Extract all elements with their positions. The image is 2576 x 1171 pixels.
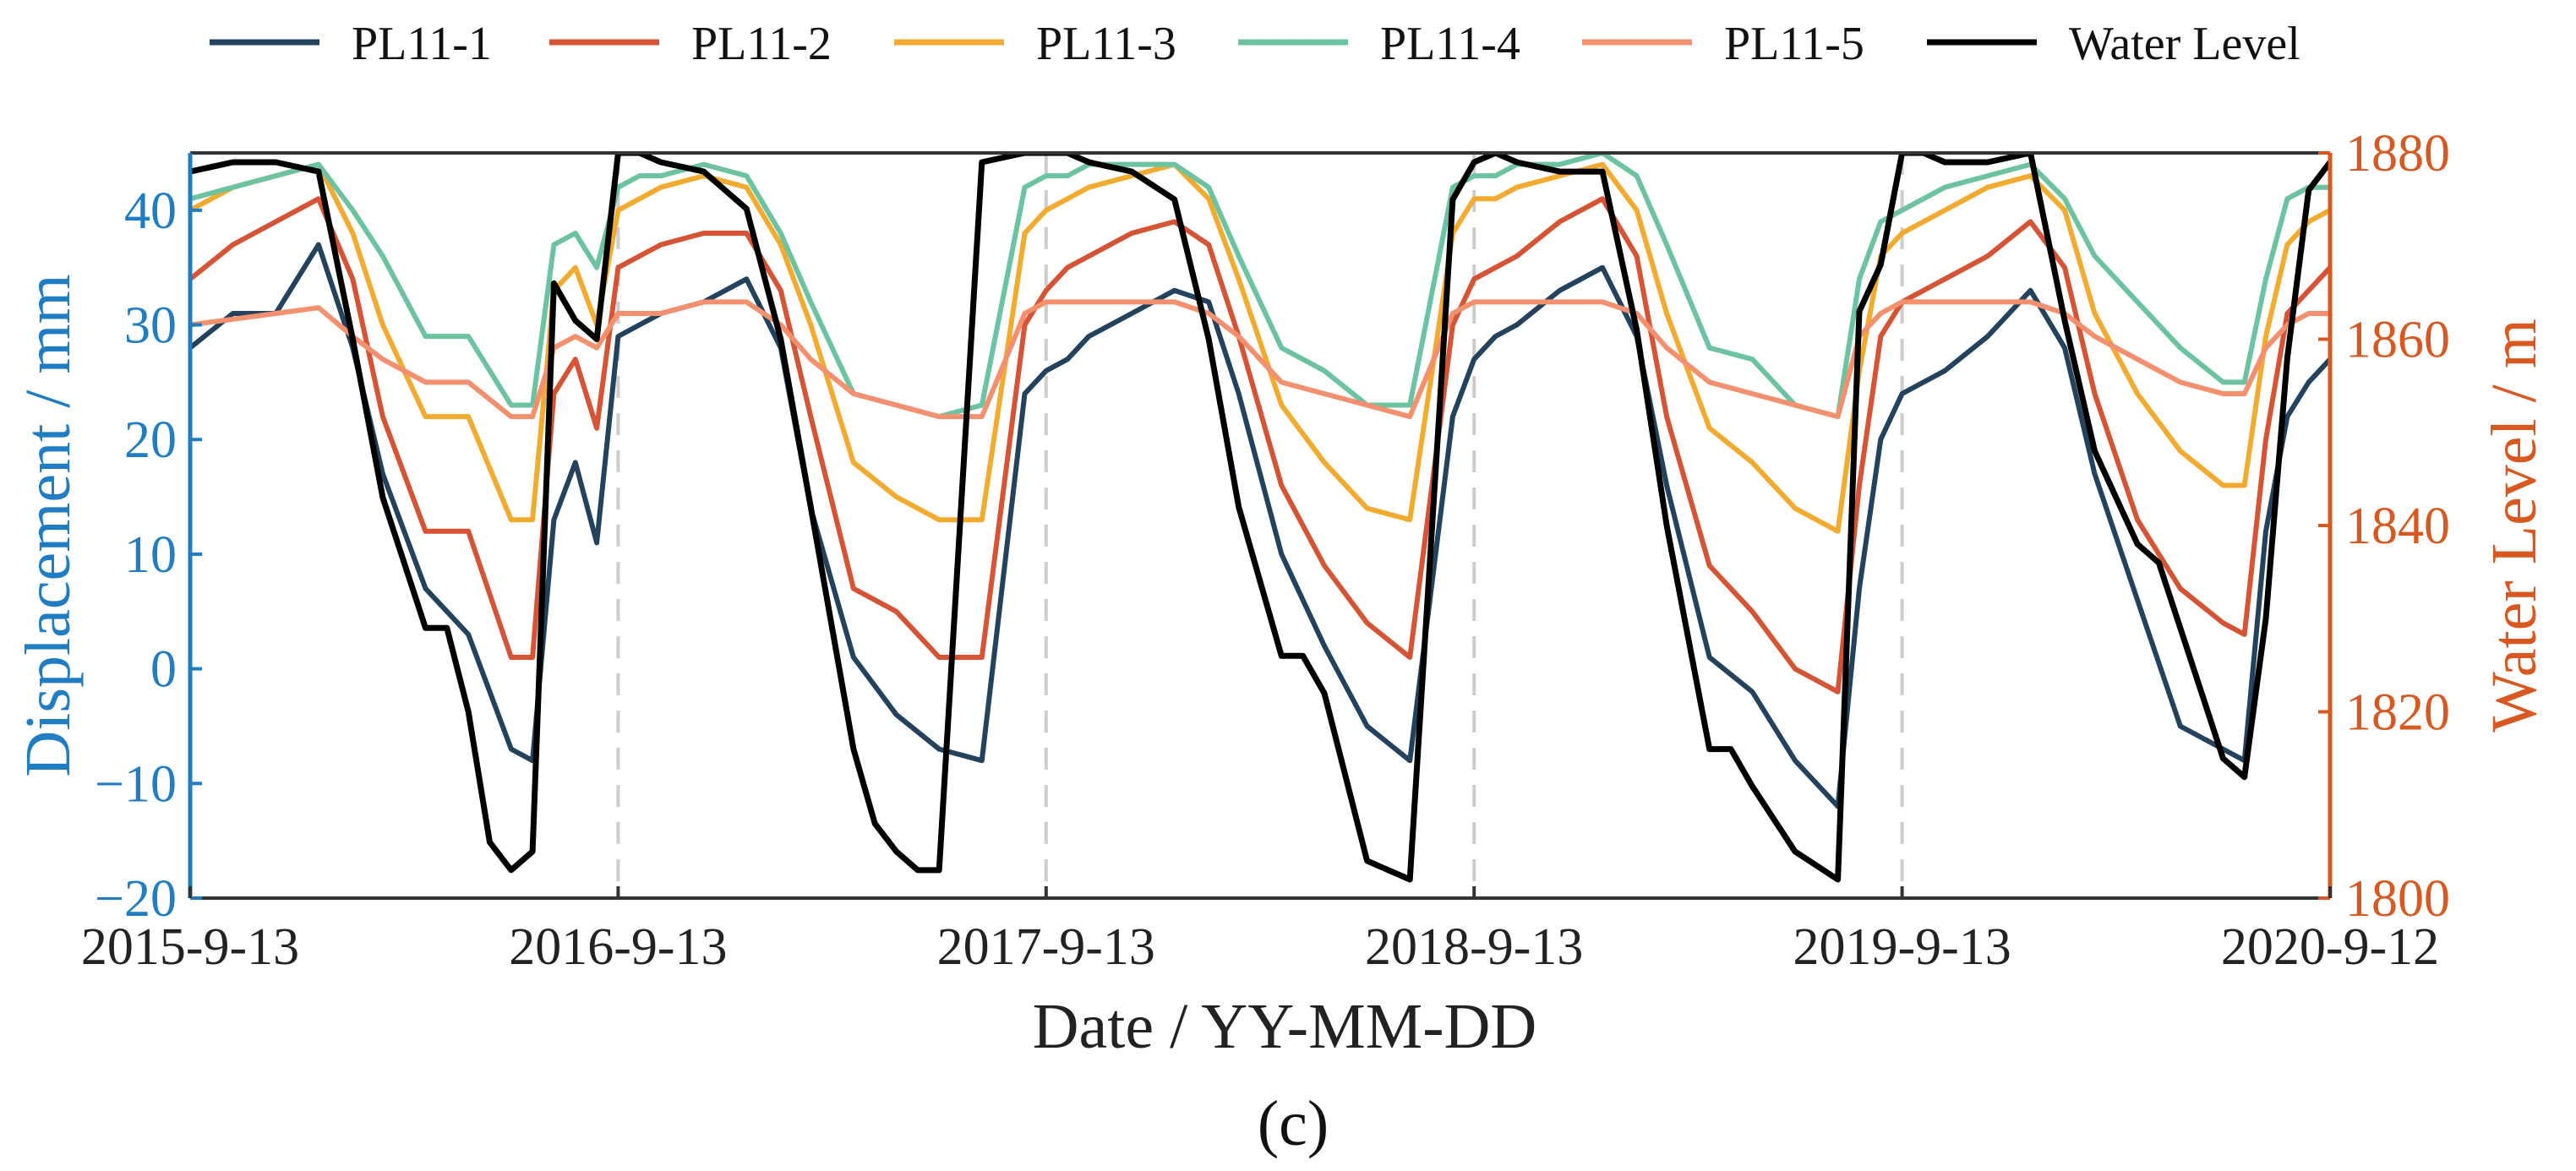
series-line-water-level [190,153,2330,883]
y-axis-left-title: Displacement / mm [13,274,84,776]
right-tick-label: 1800 [2345,870,2450,928]
x-tick-label: 2016-9-13 [509,918,727,976]
left-tick-label: 10 [124,526,177,584]
right-tick-label: 1860 [2345,312,2450,369]
x-tick-label: 2019-9-13 [1793,918,2011,976]
legend: PL11-1 PL11-2 PL11-3 PL11-4 PL11-5 Water Leve… [210,18,2300,70]
left-tick-label: −10 [95,755,177,813]
x-tick-label: 2018-9-13 [1365,918,1583,976]
x-tick-label: 2015-9-13 [81,918,299,976]
x-ticks: 2015-9-13 2016-9-13 2017-9-13 2018-9-13 2019… [81,886,2439,976]
left-tick-label: 40 [124,182,177,240]
x-tick-label: 2020-9-12 [2221,918,2439,976]
right-tick-label: 1820 [2345,684,2450,742]
left-tick-label: 30 [124,297,177,355]
right-y-ticks: 1800 1820 1840 1860 1880 [2318,125,2450,928]
left-tick-label: −20 [95,870,177,928]
legend-label-pl11-1: PL11-1 [352,18,492,70]
x-axis-title: Date / YY-MM-DD [1033,991,1537,1062]
series-line-pl11-3 [190,161,2330,534]
legend-label-pl11-2: PL11-2 [691,18,832,70]
left-tick-label: 20 [124,411,177,469]
right-tick-label: 1880 [2345,125,2450,182]
legend-label-water-level: Water Level [2069,18,2300,70]
x-tick-label: 2017-9-13 [937,918,1155,976]
right-tick-label: 1840 [2345,498,2450,555]
legend-label-pl11-4: PL11-4 [1380,18,1520,70]
left-tick-label: 0 [150,641,177,699]
figure-caption: (c) [1258,1088,1329,1159]
legend-label-pl11-5: PL11-5 [1724,18,1864,70]
series-line-pl11-1 [190,242,2330,809]
series-line-pl11-5 [190,299,2330,420]
legend-label-pl11-3: PL11-3 [1036,18,1176,70]
series-line-pl11-2 [190,196,2330,694]
left-y-ticks: −20 −10 0 10 20 30 40 [95,182,202,928]
series-lines [190,153,2330,883]
year-separator-lines [616,153,1904,898]
series-line-pl11-4 [190,153,2330,420]
y-axis-right-title: Water Level / m [2479,319,2550,733]
